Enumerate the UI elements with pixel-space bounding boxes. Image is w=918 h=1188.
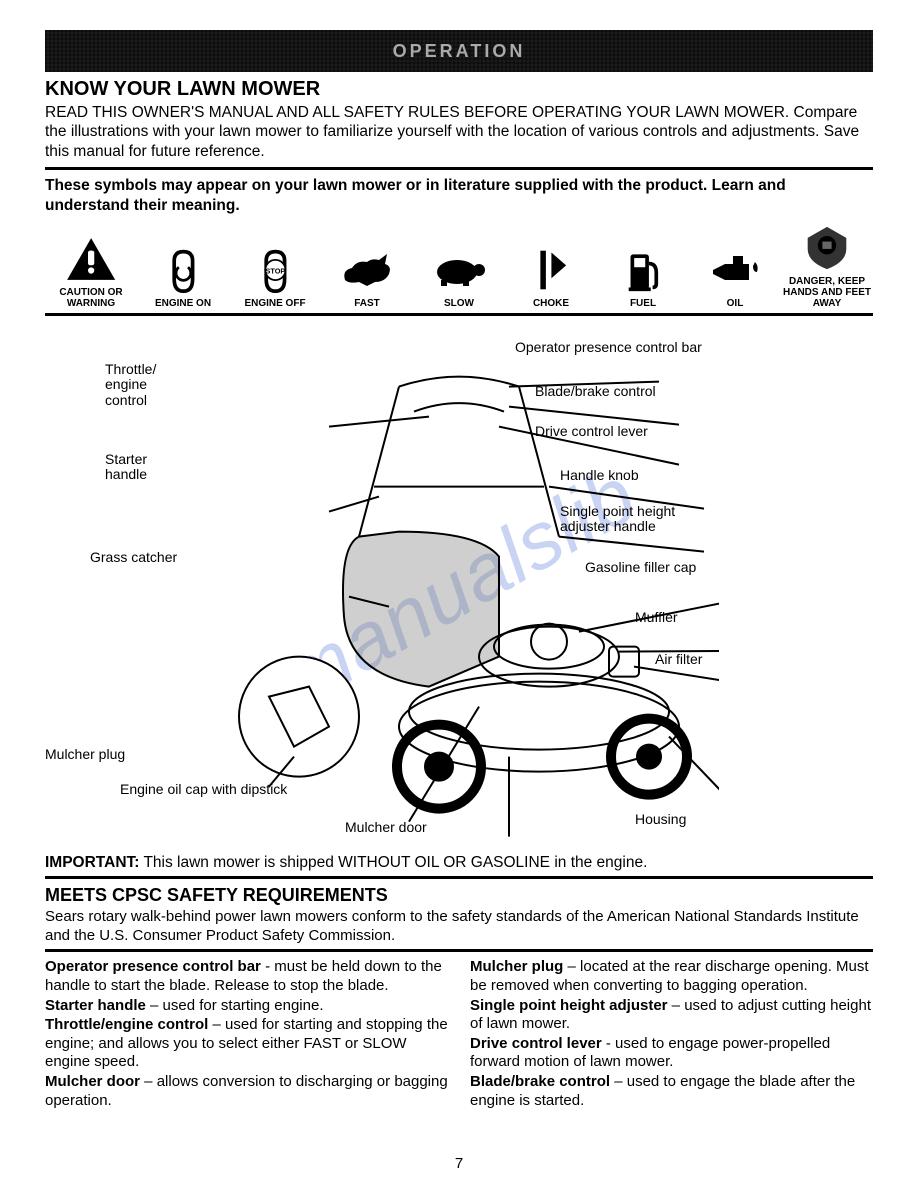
important-note: IMPORTANT: This lawn mower is shipped WI…: [45, 854, 873, 872]
definition-item: Throttle/engine control – used for start…: [45, 1016, 448, 1072]
label-oil-cap: Engine oil cap with dipstick: [120, 782, 287, 797]
definition-term: Blade/brake control: [470, 1073, 610, 1090]
symbol-caution: CAUTION OR WARNING: [45, 234, 137, 309]
choke-icon: [505, 245, 597, 295]
label-blade-brake: Blade/brake control: [535, 384, 656, 399]
label-operator-bar: Operator presence control bar: [515, 340, 702, 355]
divider: [45, 876, 873, 879]
label-mulcher-plug: Mulcher plug: [45, 747, 125, 762]
label-grass-catcher: Grass catcher: [90, 550, 177, 565]
rabbit-icon: [321, 245, 413, 295]
definition-term: Single point height adjuster: [470, 997, 668, 1014]
symbol-slow: SLOW: [413, 245, 505, 309]
label-drive-lever: Drive control lever: [535, 424, 648, 439]
definition-item: Blade/brake control – used to engage the…: [470, 1073, 873, 1110]
danger-shield-icon: [781, 223, 873, 273]
divider: [45, 949, 873, 952]
symbol-row: CAUTION OR WARNING ENGINE ON STOP ENGINE…: [45, 223, 873, 309]
label-handle-knob: Handle knob: [560, 468, 639, 483]
mower-diagram: manualslib: [45, 322, 873, 852]
oil-can-icon: [689, 245, 781, 295]
definition-item: Operator presence control bar - must be …: [45, 958, 448, 995]
symbol-label: DANGER, KEEP HANDS AND FEET AWAY: [781, 276, 873, 309]
symbol-label: CHOKE: [505, 298, 597, 309]
label-mulcher-door: Mulcher door: [345, 820, 427, 835]
turtle-icon: [413, 245, 505, 295]
definition-term: Mulcher plug: [470, 958, 563, 975]
divider: [45, 167, 873, 170]
symbols-note: These symbols may appear on your lawn mo…: [45, 176, 873, 215]
definition-item: Drive control lever - used to engage pow…: [470, 1035, 873, 1072]
banner-title: OPERATION: [393, 41, 526, 62]
label-starter-handle: Starterhandle: [105, 452, 225, 483]
symbol-choke: CHOKE: [505, 245, 597, 309]
symbol-label: FAST: [321, 298, 413, 309]
cpsc-paragraph: Sears rotary walk-behind power lawn mowe…: [45, 908, 873, 946]
fuel-pump-icon: [597, 245, 689, 295]
definition-desc: – used for starting engine.: [146, 997, 324, 1014]
divider: [45, 313, 873, 316]
warning-triangle-icon: [45, 234, 137, 284]
symbol-label: FUEL: [597, 298, 689, 309]
intro-paragraph: READ THIS OWNER'S MANUAL AND ALL SAFETY …: [45, 103, 873, 161]
label-throttle: Throttle/enginecontrol: [105, 362, 225, 408]
definition-term: Operator presence control bar: [45, 958, 261, 975]
symbol-engine-on: ENGINE ON: [137, 245, 229, 309]
symbol-label: ENGINE OFF: [229, 298, 321, 309]
definition-term: Throttle/engine control: [45, 1016, 208, 1033]
symbol-label: CAUTION OR WARNING: [45, 287, 137, 309]
definitions-right: Mulcher plug – located at the rear disch…: [470, 958, 873, 1111]
engine-off-icon: STOP: [229, 245, 321, 295]
label-height-adjuster: Single point heightadjuster handle: [560, 504, 720, 535]
definition-term: Mulcher door: [45, 1073, 140, 1090]
heading-know-your-lawn-mower: KNOW YOUR LAWN MOWER: [45, 78, 873, 101]
label-muffler: Muffler: [635, 610, 678, 625]
engine-on-icon: [137, 245, 229, 295]
label-housing: Housing: [635, 812, 686, 827]
definition-item: Single point height adjuster – used to a…: [470, 997, 873, 1034]
definition-term: Starter handle: [45, 997, 146, 1014]
symbol-label: ENGINE ON: [137, 298, 229, 309]
definitions-columns: Operator presence control bar - must be …: [45, 958, 873, 1111]
symbol-engine-off: STOP ENGINE OFF: [229, 245, 321, 309]
symbol-fuel: FUEL: [597, 245, 689, 309]
label-air-filter: Air filter: [655, 652, 702, 667]
important-text: This lawn mower is shipped WITHOUT OIL O…: [139, 854, 647, 871]
svg-text:STOP: STOP: [265, 267, 285, 276]
definition-item: Mulcher plug – located at the rear disch…: [470, 958, 873, 995]
heading-cpsc: MEETS CPSC SAFETY REQUIREMENTS: [45, 885, 873, 906]
symbol-label: OIL: [689, 298, 781, 309]
definition-item: Mulcher door – allows conversion to disc…: [45, 1073, 448, 1110]
label-gas-cap: Gasoline filler cap: [585, 560, 696, 575]
definition-item: Starter handle – used for starting engin…: [45, 997, 448, 1016]
definition-term: Drive control lever: [470, 1035, 602, 1052]
page-number: 7: [455, 1155, 463, 1172]
important-label: IMPORTANT:: [45, 854, 139, 871]
symbol-fast: FAST: [321, 245, 413, 309]
symbol-danger-hands-feet: DANGER, KEEP HANDS AND FEET AWAY: [781, 223, 873, 309]
definitions-left: Operator presence control bar - must be …: [45, 958, 448, 1111]
symbol-oil: OIL: [689, 245, 781, 309]
symbol-label: SLOW: [413, 298, 505, 309]
banner: OPERATION: [45, 30, 873, 72]
